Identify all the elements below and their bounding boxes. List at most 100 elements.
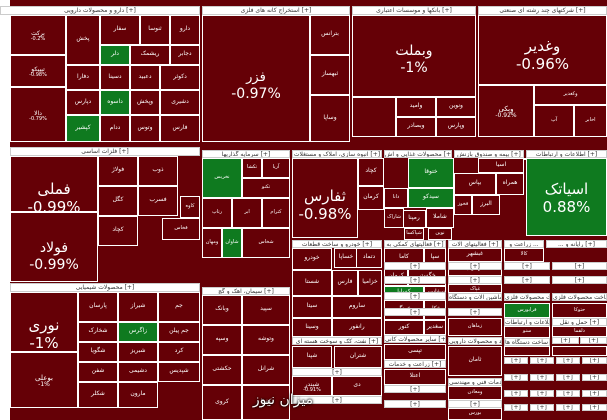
sector-header[interactable]: [+] xyxy=(530,390,554,397)
sector-header[interactable]: سیمان، آهک و گچ [+] xyxy=(202,287,290,295)
sector-header[interactable]: محصولات غذایی و آش [+] xyxy=(384,150,452,158)
stock-tile[interactable]: اعتلا xyxy=(384,369,446,385)
stock-tile[interactable]: سیتا xyxy=(292,296,332,318)
stock-tile[interactable]: خودرو xyxy=(292,248,332,270)
stock-tile[interactable]: حکشتی xyxy=(202,355,242,385)
stock-tile[interactable]: غبشهر xyxy=(448,248,502,262)
sector-header[interactable]: [+] xyxy=(556,404,580,411)
sector-header[interactable]: [+] xyxy=(530,357,554,364)
stock-tile[interactable]: وتوشه xyxy=(242,325,290,355)
stock-tile[interactable]: دسینا xyxy=(100,65,130,90)
stock-tile[interactable]: دشیری xyxy=(160,90,200,115)
sector-header[interactable]: [+] xyxy=(448,308,502,316)
stock-tile[interactable]: بپاس xyxy=(454,173,496,195)
stock-tile[interactable]: فخاس xyxy=(162,218,200,240)
sector-header[interactable]: [+] xyxy=(504,374,528,381)
sector-header[interactable]: [+] xyxy=(384,308,446,316)
sector-header[interactable]: [+] xyxy=(552,262,607,270)
stock-tile[interactable]: ختوقا xyxy=(408,158,454,188)
stock-tile[interactable]: ونوین xyxy=(436,97,476,117)
stock-tile[interactable]: ریشمک xyxy=(130,45,170,65)
stock-tile[interactable]: تپسی xyxy=(384,344,446,360)
stock-tile[interactable]: کروی xyxy=(202,385,242,420)
sector-header[interactable]: انبوه سازی، املاک و مستغلات [+] xyxy=(292,150,382,158)
stock-tile[interactable] xyxy=(352,97,396,137)
sector-header[interactable]: [+] xyxy=(552,276,607,284)
sector-header[interactable]: ماشین آلات و دستگاه [+] xyxy=(448,293,502,301)
stock-tile[interactable]: شستا xyxy=(292,270,332,296)
stock-tile[interactable]: وبانک xyxy=(202,295,242,325)
stock-tile[interactable]: شتران xyxy=(334,346,382,368)
stock-tile[interactable]: ثبهساز xyxy=(310,55,350,95)
stock-tile[interactable] xyxy=(478,15,607,85)
sector-header[interactable]: [+] xyxy=(384,385,446,393)
sector-header[interactable]: [+] xyxy=(556,374,580,381)
stock-tile[interactable]: دلقما xyxy=(552,326,607,337)
stock-tile[interactable] xyxy=(292,158,358,238)
stock-tile[interactable]: خساپا xyxy=(334,248,358,268)
sector-header[interactable]: زراعت و خدمات [+] xyxy=(384,360,446,368)
stock-tile[interactable] xyxy=(552,346,607,356)
sector-header[interactable]: [+] xyxy=(504,357,528,364)
sector-header[interactable]: محصولات شیمیایی [+] xyxy=(10,283,200,292)
stock-tile[interactable] xyxy=(524,158,526,160)
stock-tile[interactable] xyxy=(202,15,310,142)
stock-tile[interactable]: شبریز xyxy=(118,342,158,362)
stock-tile[interactable]: ذوب xyxy=(138,156,178,186)
stock-tile[interactable]: شاملا xyxy=(426,208,454,228)
stock-tile[interactable]: وساپا xyxy=(310,95,350,142)
stock-tile[interactable]: غپاک xyxy=(448,284,502,293)
stock-tile[interactable]: نوین xyxy=(428,228,452,240)
sector-header[interactable]: [+] xyxy=(384,400,446,408)
stock-tile[interactable] xyxy=(10,212,98,282)
stock-tile[interactable]: برکت -0.2% xyxy=(10,15,66,55)
stock-tile[interactable]: کچاد xyxy=(358,158,384,186)
stock-tile[interactable]: دشیمی xyxy=(118,362,158,382)
stock-tile[interactable]: ثنوسا xyxy=(140,15,170,45)
sector-header[interactable]: [+] xyxy=(384,262,446,270)
stock-tile[interactable]: شیراز xyxy=(118,292,158,322)
sector-header[interactable]: اطلاعات و ارتباطات [+] xyxy=(504,318,550,326)
stock-tile[interactable]: وکغدیر xyxy=(534,85,607,105)
stock-tile[interactable]: کگل xyxy=(98,186,138,216)
sector-header[interactable]: [+] xyxy=(504,390,528,397)
stock-tile[interactable]: فارس xyxy=(160,115,200,142)
stock-tile[interactable]: وسپه xyxy=(202,325,242,355)
stock-tile[interactable]: کرد xyxy=(158,342,200,362)
stock-tile[interactable]: دلر xyxy=(100,45,130,65)
sector-header[interactable]: [+] xyxy=(556,390,580,397)
stock-tile[interactable]: دارو xyxy=(170,15,200,45)
stock-tile[interactable]: ومهان xyxy=(202,228,222,258)
stock-tile[interactable]: نخریس xyxy=(202,158,242,198)
stock-tile[interactable]: بوعلی -1% xyxy=(10,352,78,408)
stock-tile[interactable]: دفارا xyxy=(66,65,100,90)
stock-tile[interactable]: آپ xyxy=(534,105,574,137)
stock-tile[interactable]: وسینا xyxy=(292,318,332,337)
sector-header[interactable]: زراعت و ... xyxy=(504,240,544,248)
sector-header[interactable]: [+] xyxy=(448,262,502,270)
stock-tile[interactable]: جم پیلن xyxy=(158,322,200,342)
stock-tile[interactable]: دجابر xyxy=(170,45,200,65)
sector-header[interactable]: حمل و نقل [+] xyxy=(552,318,607,326)
stock-tile[interactable]: شخارک xyxy=(78,322,118,342)
stock-tile[interactable]: تیپیکو -0.98% xyxy=(10,55,66,87)
sector-header[interactable]: [+] xyxy=(530,374,554,381)
sector-header[interactable]: [+] xyxy=(504,276,550,284)
stock-tile[interactable]: وبصادر xyxy=(396,117,436,137)
sector-header[interactable]: شرکتهای چند رشته ای صنعتی [+] xyxy=(478,6,607,15)
stock-tile[interactable]: ثامان xyxy=(448,346,502,376)
stock-tile[interactable]: حتوکا xyxy=(552,303,607,318)
stock-tile[interactable]: تکشا xyxy=(242,158,262,178)
stock-tile[interactable]: زماهان xyxy=(448,318,502,336)
stock-tile[interactable]: وبکی -0.92% xyxy=(478,85,534,137)
stock-tile[interactable]: ساروم xyxy=(332,296,382,318)
stock-tile[interactable]: شفن xyxy=(78,362,118,382)
sector-header[interactable]: [+] xyxy=(504,262,550,270)
stock-tile[interactable]: مارون xyxy=(118,382,158,408)
sector-header[interactable]: [+] xyxy=(384,276,446,284)
stock-tile[interactable]: دالا -0.79% xyxy=(10,87,66,142)
stock-tile[interactable]: کاوه xyxy=(180,196,200,218)
stock-tile[interactable]: وامید xyxy=(396,97,436,117)
stock-tile[interactable]: دتماد xyxy=(356,248,382,268)
sector-header[interactable]: ساخت دستگاه ها [+] xyxy=(504,338,550,346)
